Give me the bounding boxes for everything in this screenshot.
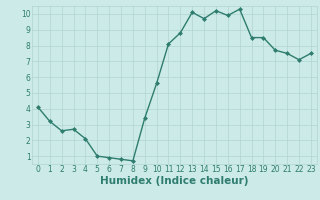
X-axis label: Humidex (Indice chaleur): Humidex (Indice chaleur): [100, 176, 249, 186]
